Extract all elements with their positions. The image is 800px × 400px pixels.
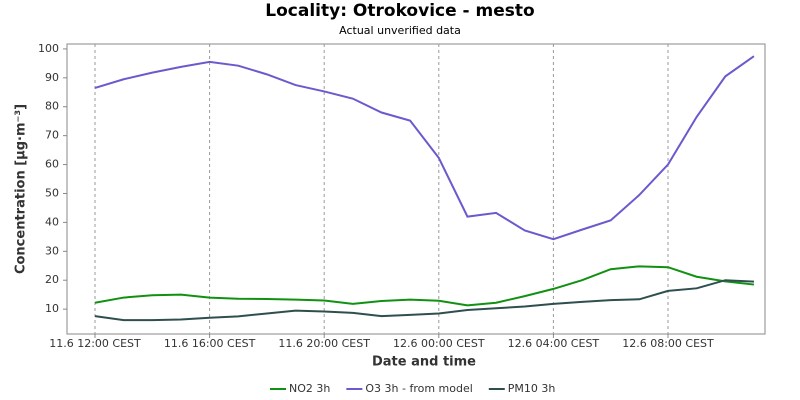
- chart-title: Locality: Otrokovice - mesto: [265, 1, 534, 21]
- y-tick-label: 40: [45, 215, 59, 228]
- y-tick-label: 50: [45, 186, 59, 199]
- y-tick-label: 90: [45, 71, 59, 84]
- chart-subtitle: Actual unverified data: [339, 24, 461, 37]
- x-axis-label: Date and time: [372, 355, 476, 370]
- legend-label: PM10 3h: [508, 382, 556, 395]
- x-tick-label: 12.6 08:00 CEST: [622, 337, 714, 350]
- y-tick-label: 10: [45, 302, 59, 315]
- x-tick-label: 12.6 04:00 CEST: [508, 337, 600, 350]
- y-tick-label: 80: [45, 100, 59, 113]
- legend-label: NO2 3h: [289, 382, 330, 395]
- series-line: [94, 265, 755, 307]
- x-tick-label: 11.6 12:00 CEST: [49, 337, 141, 350]
- y-tick-label: 70: [45, 129, 59, 142]
- series-line: [94, 55, 755, 241]
- x-tick-label: 11.6 20:00 CEST: [278, 337, 370, 350]
- x-tick-label: 12.6 00:00 CEST: [393, 337, 485, 350]
- legend-label: O3 3h - from model: [365, 382, 472, 395]
- y-tick-label: 60: [45, 158, 59, 171]
- plot-frame: [66, 43, 766, 335]
- series-line: [94, 279, 755, 322]
- y-axis-label: Concentration [µg·m⁻³]: [14, 104, 29, 274]
- y-tick-label: 30: [45, 244, 59, 257]
- x-tick-label: 11.6 16:00 CEST: [164, 337, 256, 350]
- y-tick-label: 100: [38, 42, 59, 55]
- y-tick-label: 20: [45, 273, 59, 286]
